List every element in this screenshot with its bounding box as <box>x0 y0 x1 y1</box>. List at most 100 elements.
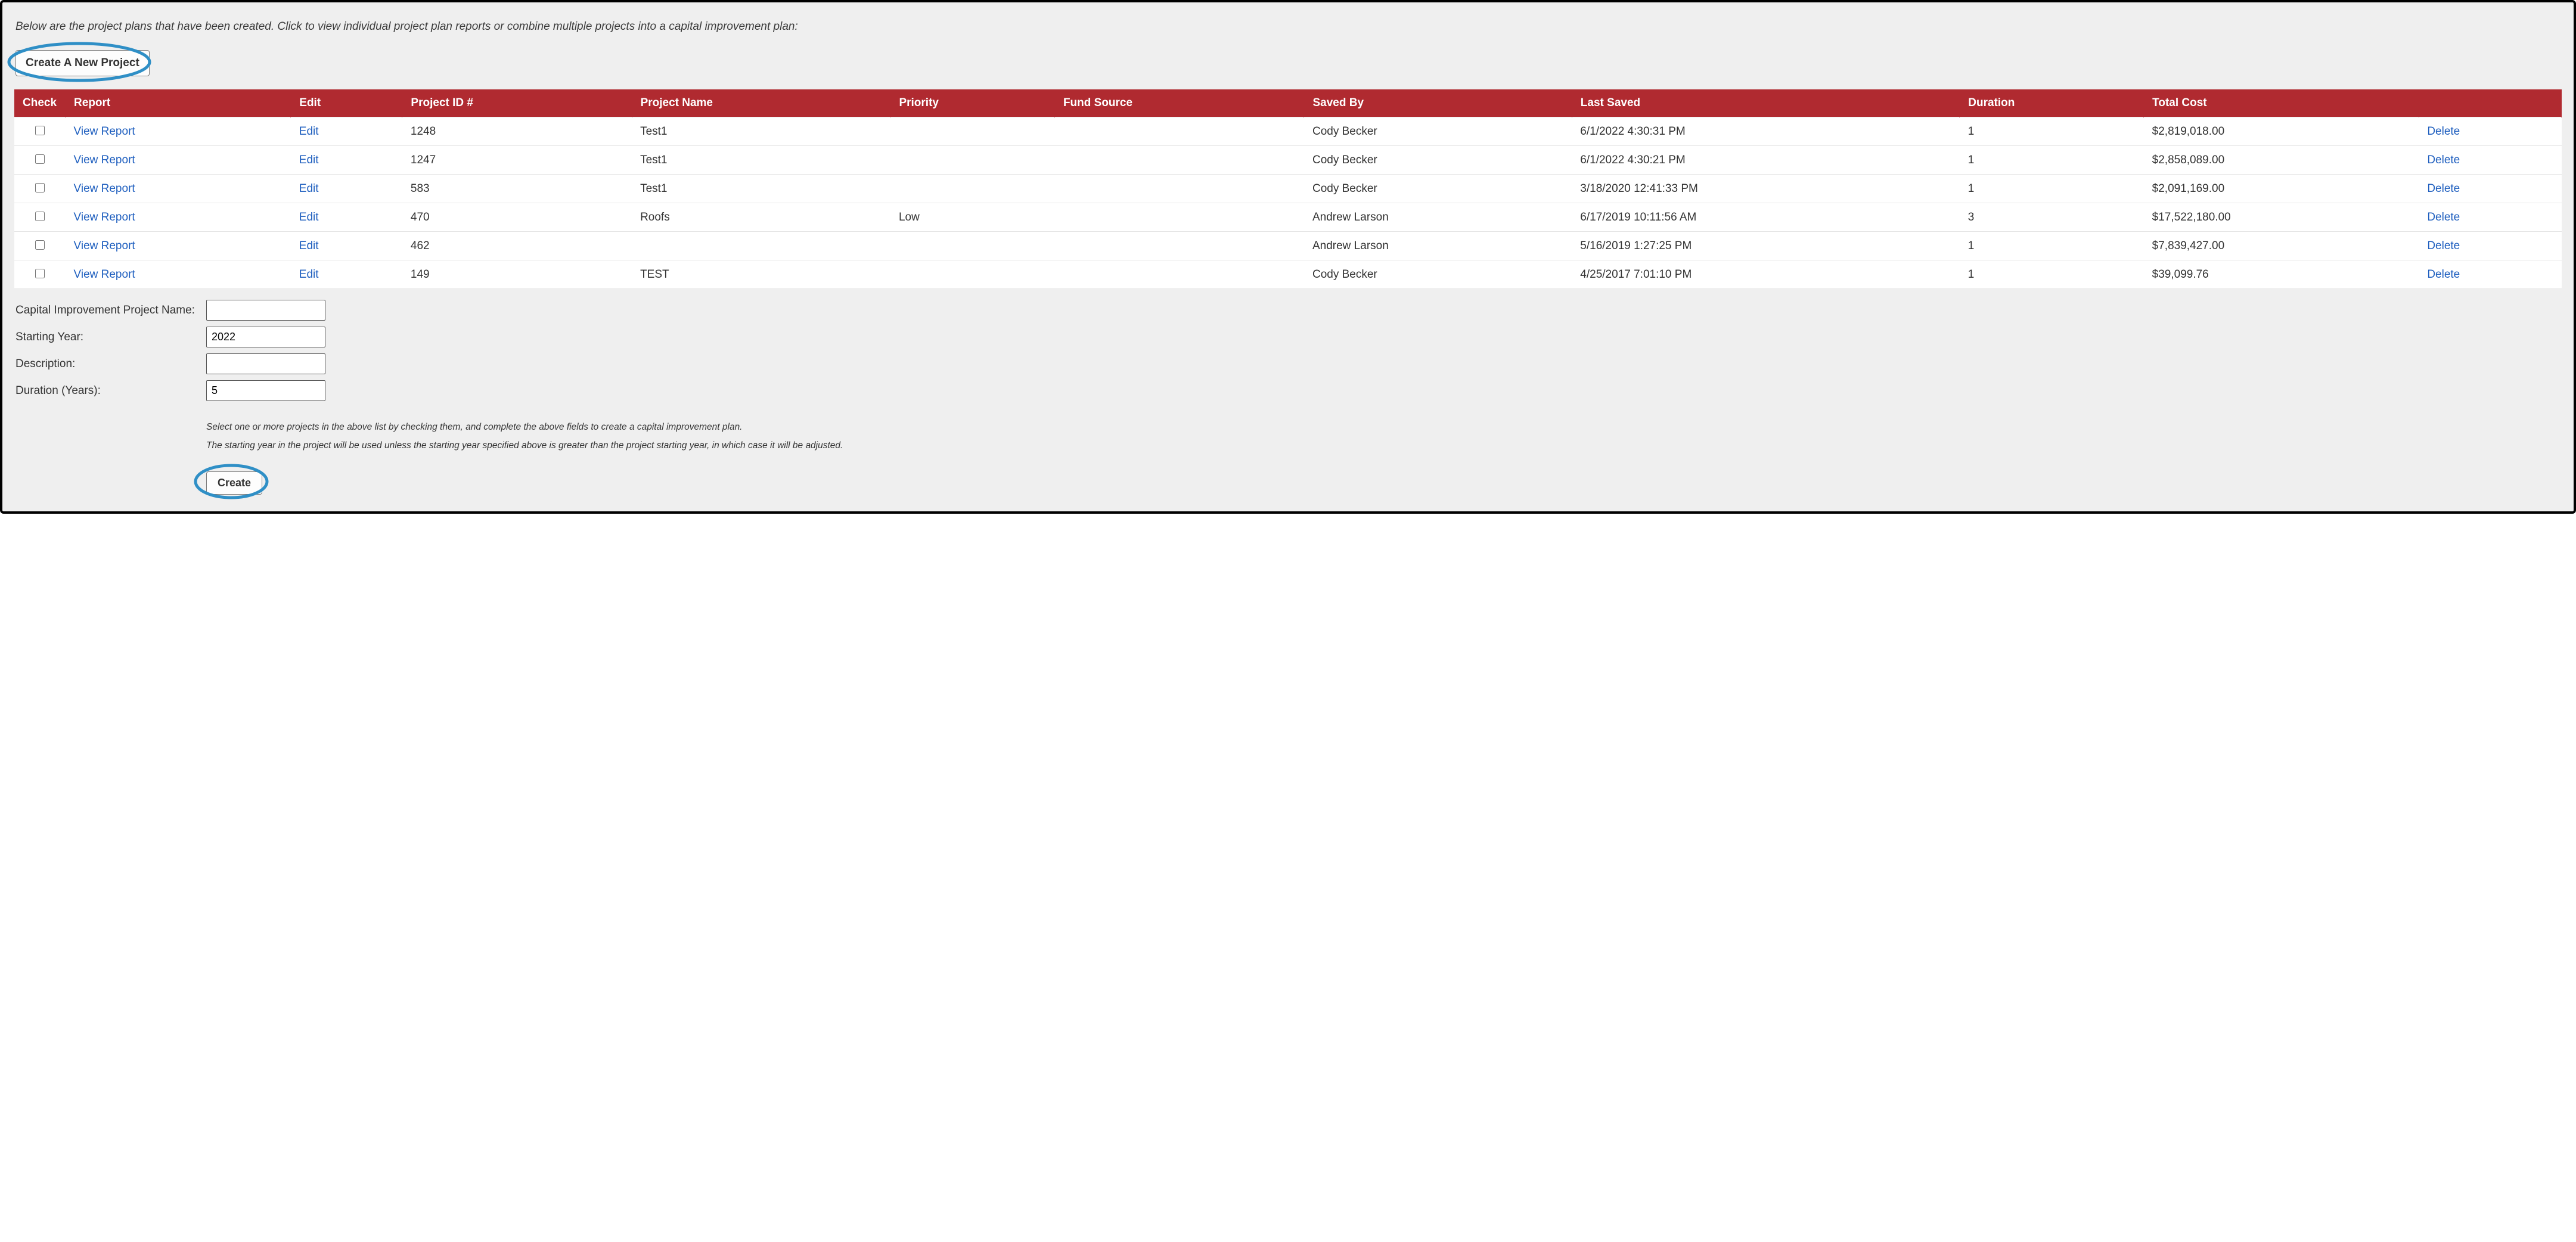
edit-link[interactable]: Edit <box>299 154 319 166</box>
cell-check <box>14 175 66 203</box>
cell-edit: Edit <box>291 203 402 232</box>
form-row-start-year: Starting Year: <box>15 327 2562 347</box>
table-row: View ReportEdit1247Test1Cody Becker6/1/2… <box>14 146 2562 175</box>
cell-duration: 3 <box>1960 203 2144 232</box>
th-last-saved: Last Saved <box>1572 89 1959 117</box>
row-checkbox[interactable] <box>35 240 45 250</box>
input-duration[interactable] <box>206 380 325 401</box>
cell-duration: 1 <box>1960 260 2144 289</box>
projects-table: Check Report Edit Project ID # Project N… <box>14 89 2562 289</box>
form-row-description: Description: <box>15 353 2562 374</box>
cell-report: View Report <box>66 146 291 175</box>
input-description[interactable] <box>206 353 325 374</box>
edit-link[interactable]: Edit <box>299 125 319 138</box>
cell-last-saved: 5/16/2019 1:27:25 PM <box>1572 232 1959 260</box>
label-cip-name: Capital Improvement Project Name: <box>15 304 206 317</box>
table-row: View ReportEdit470RoofsLowAndrew Larson6… <box>14 203 2562 232</box>
label-duration: Duration (Years): <box>15 384 206 398</box>
th-priority: Priority <box>890 89 1055 117</box>
delete-link[interactable]: Delete <box>2427 240 2460 252</box>
cell-check <box>14 117 66 146</box>
cell-total-cost: $7,839,427.00 <box>2144 232 2419 260</box>
cell-last-saved: 6/17/2019 10:11:56 AM <box>1572 203 1959 232</box>
view-report-link[interactable]: View Report <box>74 182 135 195</box>
cell-saved-by: Cody Becker <box>1304 146 1572 175</box>
cell-check <box>14 203 66 232</box>
cell-duration: 1 <box>1960 146 2144 175</box>
cell-saved-by: Cody Becker <box>1304 117 1572 146</box>
cell-delete: Delete <box>2419 260 2561 289</box>
row-checkbox[interactable] <box>35 212 45 221</box>
cell-priority <box>890 146 1055 175</box>
cell-project-name: Test1 <box>632 117 890 146</box>
th-project-name: Project Name <box>632 89 890 117</box>
input-cip-name[interactable] <box>206 300 325 321</box>
project-plans-panel: Below are the project plans that have be… <box>0 0 2576 514</box>
cell-project-name: Test1 <box>632 175 890 203</box>
cell-priority <box>890 260 1055 289</box>
cell-fund-source <box>1054 203 1304 232</box>
cell-fund-source <box>1054 232 1304 260</box>
cell-saved-by: Andrew Larson <box>1304 232 1572 260</box>
table-row: View Report Edit 462 Andrew Larson5/16/2019… <box>14 232 2562 260</box>
cell-last-saved: 3/18/2020 12:41:33 PM <box>1572 175 1959 203</box>
cell-project-name: Roofs <box>632 203 890 232</box>
cell-fund-source <box>1054 117 1304 146</box>
view-report-link[interactable]: View Report <box>74 154 135 166</box>
delete-link[interactable]: Delete <box>2427 182 2460 195</box>
projects-table-head: Check Report Edit Project ID # Project N… <box>14 89 2562 117</box>
cell-edit: Edit <box>291 117 402 146</box>
cell-report: View Report <box>66 232 291 260</box>
cell-project-id: 470 <box>402 203 632 232</box>
view-report-link[interactable]: View Report <box>74 268 135 281</box>
edit-link[interactable]: Edit <box>299 268 319 281</box>
cell-edit: Edit <box>291 260 402 289</box>
row-checkbox[interactable] <box>35 126 45 135</box>
delete-link[interactable]: Delete <box>2427 125 2460 138</box>
intro-text: Below are the project plans that have be… <box>15 20 2562 33</box>
row-checkbox[interactable] <box>35 154 45 164</box>
view-report-link[interactable]: View Report <box>74 240 135 252</box>
cell-project-id: 149 <box>402 260 632 289</box>
label-start-year: Starting Year: <box>15 331 206 344</box>
cell-edit: Edit <box>291 232 402 260</box>
cell-edit: Edit <box>291 175 402 203</box>
help-line-2: The starting year in the project will be… <box>206 436 2562 455</box>
cell-check <box>14 232 66 260</box>
cell-project-id: 583 <box>402 175 632 203</box>
label-description: Description: <box>15 358 206 371</box>
create-button[interactable]: Create <box>206 471 262 495</box>
delete-link[interactable]: Delete <box>2427 154 2460 166</box>
cell-report: View Report <box>66 203 291 232</box>
cell-duration: 1 <box>1960 175 2144 203</box>
create-new-project-wrap: Create A New Project <box>15 50 150 76</box>
cell-last-saved: 6/1/2022 4:30:21 PM <box>1572 146 1959 175</box>
edit-link[interactable]: Edit <box>299 182 319 195</box>
edit-link[interactable]: Edit <box>299 211 319 223</box>
delete-link[interactable]: Delete <box>2427 268 2460 281</box>
cell-project-id: 1247 <box>402 146 632 175</box>
cell-project-id: 462 <box>402 232 632 260</box>
row-checkbox[interactable] <box>35 269 45 278</box>
cell-priority <box>890 175 1055 203</box>
cell-total-cost: $2,858,089.00 <box>2144 146 2419 175</box>
create-new-project-button[interactable]: Create A New Project <box>15 50 150 76</box>
th-project-id: Project ID # <box>402 89 632 117</box>
cell-total-cost: $39,099.76 <box>2144 260 2419 289</box>
cell-total-cost: $2,091,169.00 <box>2144 175 2419 203</box>
view-report-link[interactable]: View Report <box>74 125 135 138</box>
th-check: Check <box>14 89 66 117</box>
cell-check <box>14 260 66 289</box>
view-report-link[interactable]: View Report <box>74 211 135 223</box>
row-checkbox[interactable] <box>35 183 45 192</box>
edit-link[interactable]: Edit <box>299 240 319 252</box>
cell-last-saved: 6/1/2022 4:30:31 PM <box>1572 117 1959 146</box>
th-report: Report <box>66 89 291 117</box>
th-fund-source: Fund Source <box>1054 89 1304 117</box>
cell-report: View Report <box>66 260 291 289</box>
input-start-year[interactable] <box>206 327 325 347</box>
cell-fund-source <box>1054 146 1304 175</box>
form-row-cip-name: Capital Improvement Project Name: <box>15 300 2562 321</box>
delete-link[interactable]: Delete <box>2427 211 2460 223</box>
cell-delete: Delete <box>2419 232 2561 260</box>
